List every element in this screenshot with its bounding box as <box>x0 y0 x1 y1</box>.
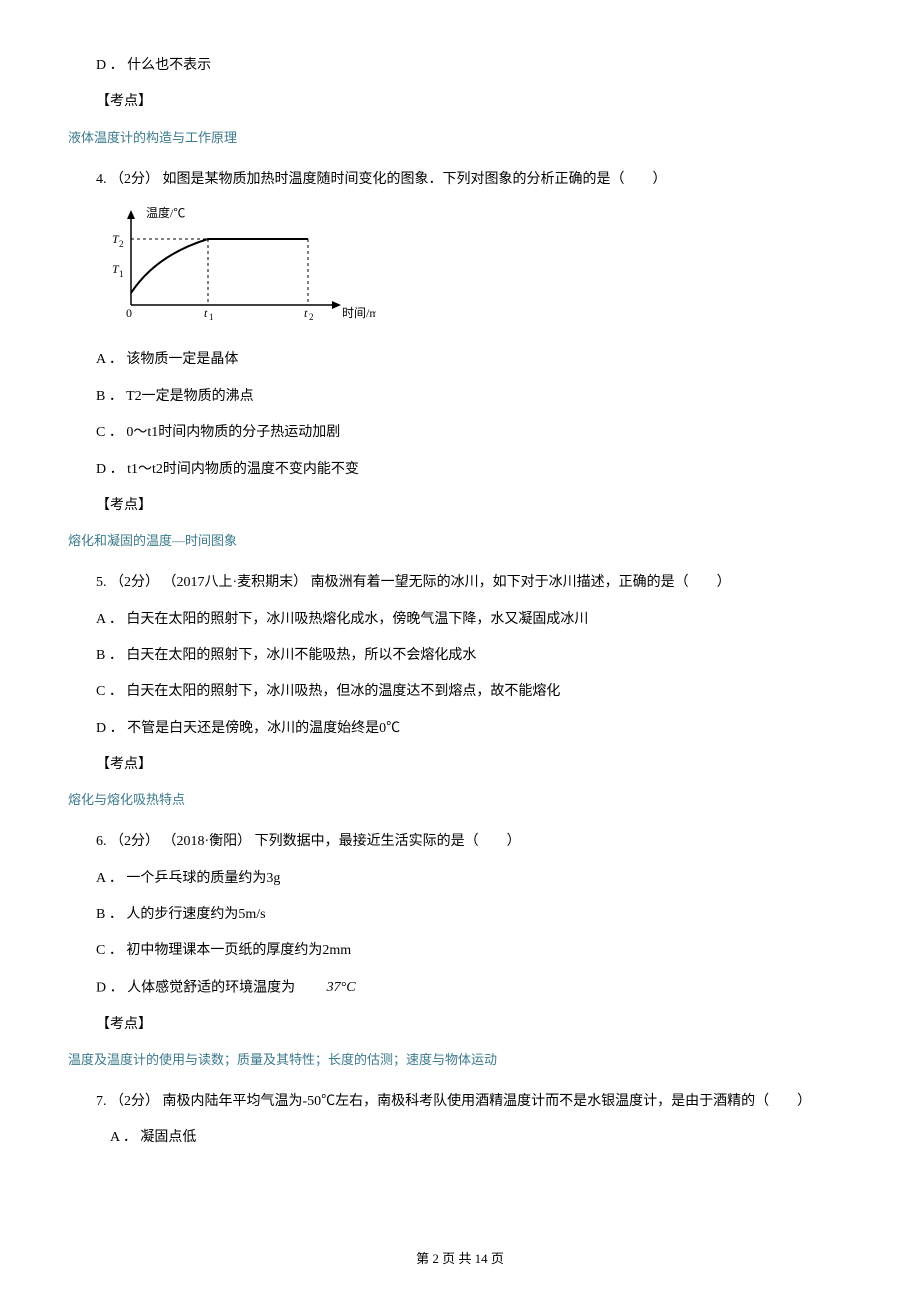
svg-text:温度/℃: 温度/℃ <box>146 205 185 220</box>
q6-option-d-prefix: D ． 人体感觉舒适的环境温度为 <box>96 980 299 995</box>
q5-option-b: B ． 白天在太阳的照射下，冰川不能吸热，所以不会熔化成水 <box>68 645 840 667</box>
svg-text:t: t <box>204 306 208 320</box>
q7-option-a: A ． 凝固点低 <box>68 1127 840 1149</box>
q6-option-b: B ． 人的步行速度约为5m/s <box>68 904 840 926</box>
q4-chart: 温度/℃ 时间/min T2 T1 0 t1 t2 <box>96 205 840 333</box>
q6-option-d: D ． 人体感觉舒适的环境温度为 37°C <box>68 977 840 1000</box>
q6-option-a: A ． 一个乒乓球的质量约为3g <box>68 868 840 890</box>
q7-stem: 7. （2分） 南极内陆年平均气温为-50℃左右，南极科考队使用酒精温度计而不是… <box>68 1091 840 1113</box>
q4-option-d: D ． t1～t2时间内物质的温度不变内能不变 <box>68 459 840 481</box>
q5-option-c: C ． 白天在太阳的照射下，冰川吸热，但冰的温度达不到熔点，故不能熔化 <box>68 681 840 703</box>
page-footer: 第 2 页 共 14 页 <box>0 1249 920 1270</box>
q3-exam-point-label: 【考点】 <box>68 91 840 113</box>
q6-stem: 6. （2分） （2018·衡阳） 下列数据中，最接近生活实际的是（ ） <box>68 831 840 853</box>
svg-text:1: 1 <box>209 312 214 322</box>
q4-topic: 熔化和凝固的温度—时间图象 <box>68 531 840 552</box>
q3-topic: 液体温度计的构造与工作原理 <box>68 128 840 149</box>
q5-exam-point-label: 【考点】 <box>68 754 840 776</box>
q4-option-a: A ． 该物质一定是晶体 <box>68 349 840 371</box>
q4-stem: 4. （2分） 如图是某物质加热时温度随时间变化的图象．下列对图象的分析正确的是… <box>68 169 840 191</box>
svg-text:时间/min: 时间/min <box>342 306 376 320</box>
q4-exam-point-label: 【考点】 <box>68 495 840 517</box>
q3-option-d: D ． 什么也不表示 <box>68 55 840 77</box>
q4-option-b: B ． T2一定是物质的沸点 <box>68 386 840 408</box>
q5-stem: 5. （2分） （2017八上·麦积期末） 南极洲有着一望无际的冰川，如下对于冰… <box>68 572 840 594</box>
q4-option-c: C ． 0～t1时间内物质的分子热运动加剧 <box>68 422 840 444</box>
q5-topic: 熔化与熔化吸热特点 <box>68 790 840 811</box>
q6-exam-point-label: 【考点】 <box>68 1014 840 1036</box>
q6-formula: 37°C <box>299 977 356 999</box>
q6-topic: 温度及温度计的使用与读数；质量及其特性；长度的估测；速度与物体运动 <box>68 1050 840 1071</box>
q6-option-c: C ． 初中物理课本一页纸的厚度约为2mm <box>68 940 840 962</box>
svg-text:1: 1 <box>119 269 124 279</box>
svg-text:t: t <box>304 306 308 320</box>
q4-chart-svg: 温度/℃ 时间/min T2 T1 0 t1 t2 <box>96 205 376 325</box>
q5-option-d: D ． 不管是白天还是傍晚，冰川的温度始终是0℃ <box>68 718 840 740</box>
svg-text:2: 2 <box>309 312 314 322</box>
svg-text:2: 2 <box>119 239 124 249</box>
q5-option-a: A ． 白天在太阳的照射下，冰川吸热熔化成水，傍晚气温下降，水又凝固成冰川 <box>68 609 840 631</box>
svg-text:0: 0 <box>126 306 132 320</box>
